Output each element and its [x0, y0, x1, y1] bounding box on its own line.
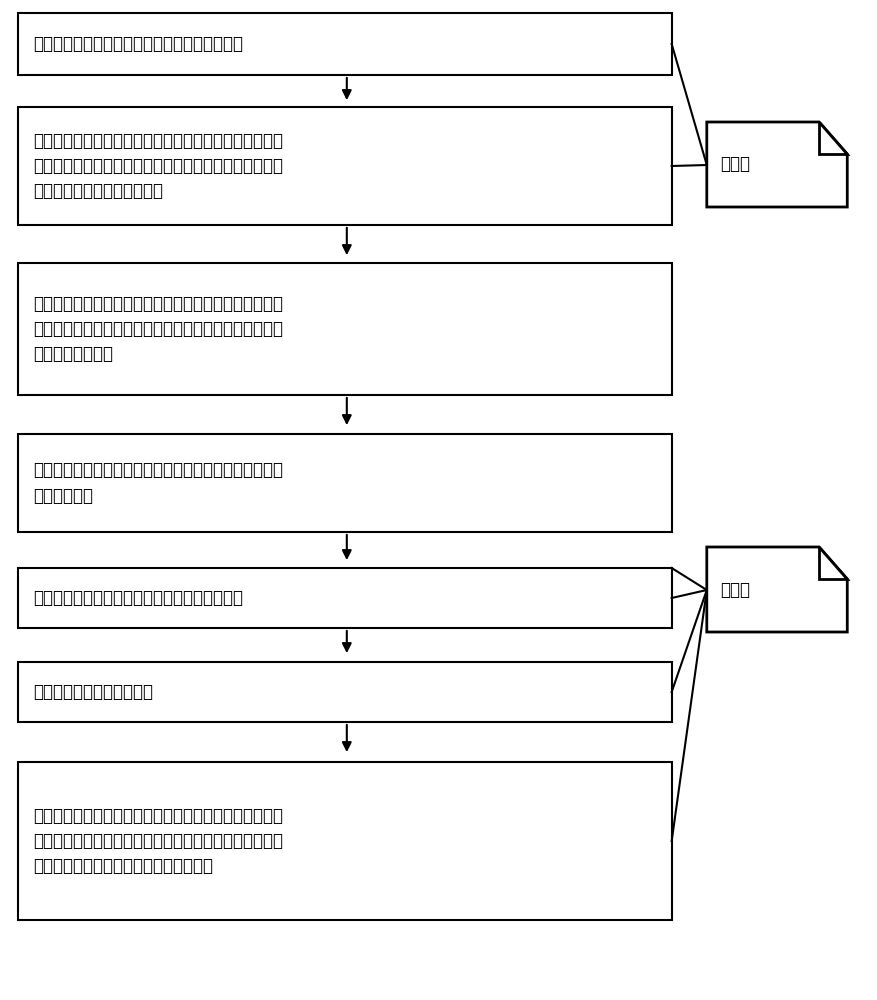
Text: 在报表设计器中，定义某单元格为聚合信息单元: 在报表设计器中，定义某单元格为聚合信息单元: [33, 35, 243, 53]
Bar: [18, 568, 671, 628]
Polygon shape: [818, 547, 846, 579]
Bar: [18, 662, 671, 722]
Bar: [18, 434, 671, 532]
Bar: [18, 263, 671, 395]
Text: 设计态: 设计态: [719, 155, 749, 174]
Polygon shape: [818, 122, 846, 154]
Text: 浏览态: 浏览态: [719, 580, 749, 598]
Text: 指定该聚合信息单元的主信息（待显示字段表达式）、常
规加载的辅助信息（字段表达式、对象）、懒加载的辅助
信息（字段表达式、对象）等: 指定该聚合信息单元的主信息（待显示字段表达式）、常 规加载的辅助信息（字段表达式…: [33, 132, 283, 200]
Bar: [18, 13, 671, 75]
Bar: [18, 107, 671, 225]
Text: 加载所有格式信息以及表单元中的主信息和常规信息，并
对其进行解析: 加载所有格式信息以及表单元中的主信息和常规信息，并 对其进行解析: [33, 462, 283, 504]
Text: 进行单元和区域扩展，结合格式设置显示主信息: 进行单元和区域扩展，结合格式设置显示主信息: [33, 589, 243, 607]
Polygon shape: [706, 122, 846, 207]
Text: 设计完成后，执行保存，保存前期会执行校验，调用公式
循环依赖判断装置，确认各单元聚合信息中的表达式之间
不存在循环依赖性: 设计完成后，执行保存，保存前期会执行校验，调用公式 循环依赖判断装置，确认各单元…: [33, 295, 283, 363]
Text: 当表格执行后续的特定分析处理（比如在单元格上进行钻
取、联查、浮动提示等）时，将懒加载辅助信息读入，应
用于相关分析处理，并存入缓存以备后用: 当表格执行后续的特定分析处理（比如在单元格上进行钻 取、联查、浮动提示等）时，将…: [33, 807, 283, 875]
Bar: [18, 762, 671, 920]
Polygon shape: [706, 547, 846, 632]
Text: 完成相应字段表达式的计算: 完成相应字段表达式的计算: [33, 683, 153, 701]
